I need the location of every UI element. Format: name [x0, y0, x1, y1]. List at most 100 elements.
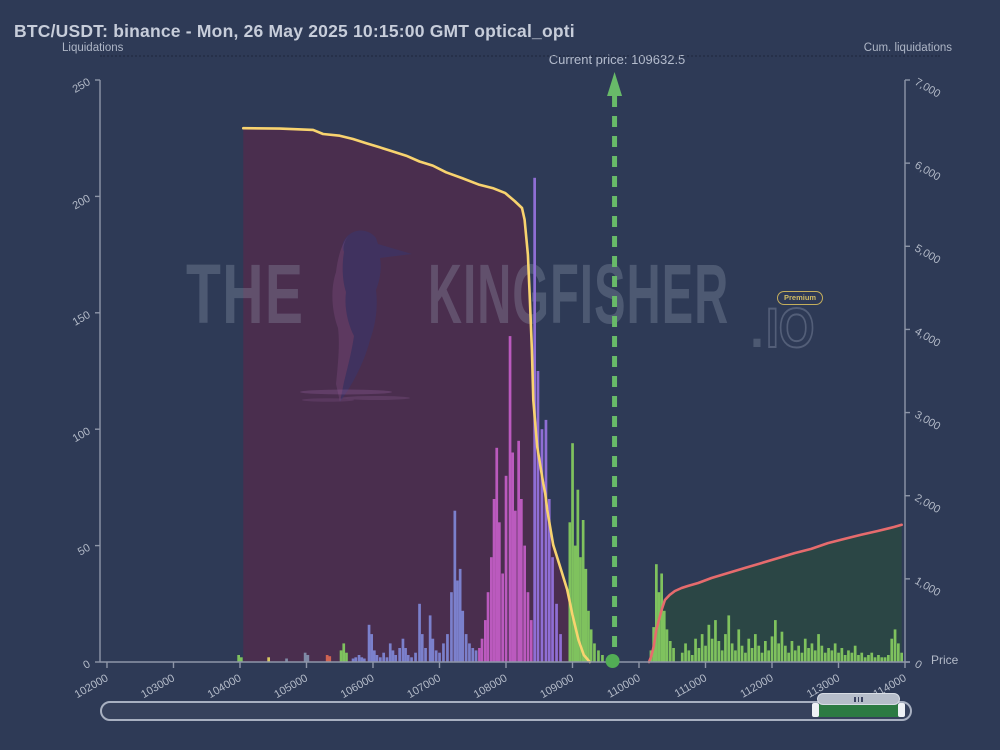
liquidation-bar	[710, 638, 714, 662]
liquidation-bar	[523, 545, 526, 662]
liquidation-bar	[410, 657, 413, 662]
navigator-drag-grip[interactable]	[817, 693, 901, 705]
liquidation-bar	[813, 650, 817, 662]
liquidation-bar	[237, 655, 240, 662]
navigator-selected-range[interactable]	[816, 704, 902, 717]
liquidation-bar	[767, 650, 770, 662]
liquidation-bar	[680, 652, 684, 662]
liquidation-bar	[867, 655, 870, 662]
liquidation-bar	[559, 634, 562, 662]
liquidation-bar	[860, 652, 864, 662]
liquidation-bar	[740, 645, 744, 662]
liquidation-bar	[830, 650, 834, 662]
liquidation-bar	[394, 655, 397, 662]
x-tick-label: 108000	[472, 672, 510, 701]
liquidation-bar	[442, 643, 445, 662]
liquidation-bar	[418, 603, 421, 662]
left-tick-label: 50	[76, 542, 93, 559]
liquidation-bar	[414, 652, 417, 662]
liquidation-bar	[328, 656, 332, 662]
liquidation-bar	[863, 657, 867, 662]
liquidation-bar	[484, 620, 487, 662]
x-tick-label: 102000	[73, 672, 111, 701]
liquidation-bar	[526, 592, 530, 662]
liquidation-bar	[757, 645, 761, 662]
liquidation-bar	[471, 648, 475, 662]
grip-icon	[861, 696, 863, 702]
x-tick-label: 104000	[206, 672, 244, 701]
liquidation-bar	[385, 657, 389, 662]
liquidation-bar	[797, 645, 800, 662]
liquidation-bar	[464, 634, 468, 662]
liquidation-bar	[461, 610, 465, 662]
liquidation-bar	[697, 648, 701, 662]
liquidation-bar	[303, 652, 307, 662]
liquidation-bar	[480, 638, 484, 662]
liquidation-bar	[342, 643, 346, 662]
arrow-up-icon	[607, 72, 623, 96]
liquidation-bar	[853, 645, 857, 662]
liquidation-bar	[468, 643, 471, 662]
liquidation-bar	[717, 641, 721, 662]
right-tick-label: 2,000	[913, 492, 943, 516]
liquidation-bar	[345, 652, 348, 662]
left-tick-label: 100	[71, 425, 93, 445]
liquidation-bar	[857, 655, 860, 662]
liquidation-bar	[363, 658, 366, 662]
liquidation-bar	[593, 643, 596, 662]
liquidation-bar	[597, 650, 600, 662]
liquidation-bar	[887, 655, 890, 662]
liquidation-bar	[325, 655, 329, 662]
liquidation-bar	[601, 655, 604, 662]
liquidation-bar	[398, 648, 401, 662]
liquidation-bar	[662, 610, 666, 662]
liquidation-bar	[544, 419, 548, 662]
x-tick-label: 107000	[405, 672, 443, 701]
liquidation-bar	[498, 522, 501, 662]
right-tick-label: 5,000	[913, 242, 943, 266]
liquidation-bar	[267, 657, 270, 662]
navigator-right-handle[interactable]	[898, 703, 906, 717]
x-tick-label: 109000	[538, 672, 576, 701]
liquidation-bar	[780, 631, 784, 662]
liquidation-bar	[367, 624, 371, 662]
navigator-left-handle[interactable]	[812, 703, 820, 717]
navigator-track[interactable]	[100, 693, 912, 721]
cumulative_liquidations_below_price-line	[242, 126, 592, 664]
liquidation-bar	[833, 643, 837, 662]
liquidation-bar	[391, 650, 395, 662]
liquidation-bar	[660, 573, 663, 662]
liquidation-bar	[584, 568, 588, 662]
liquidation-bar	[754, 634, 757, 662]
liquidation-bar	[478, 648, 481, 662]
right-tick-label: 3,000	[913, 409, 943, 433]
liquidation-bar	[501, 573, 504, 662]
premium-badge[interactable]: Premium	[777, 291, 824, 305]
liquidation-bar	[665, 629, 669, 662]
liquidation-bar	[579, 557, 582, 662]
liquidation-bar	[897, 643, 900, 662]
liquidation-bars	[237, 177, 903, 663]
liquidation-bar	[820, 645, 824, 662]
liquidation-bar	[587, 610, 590, 662]
liquidation-bar	[514, 510, 517, 662]
liquidation-bar	[517, 440, 520, 662]
liquidation-bar	[581, 520, 585, 662]
liquidation-bar	[700, 634, 704, 662]
liquidation-bar	[694, 638, 697, 662]
liquidation-bar	[458, 568, 462, 662]
liquidation-bar	[240, 657, 243, 662]
liquidation-bar	[690, 655, 694, 662]
liquidation-bar	[843, 655, 847, 662]
liquidation-bar	[774, 620, 777, 662]
x-tick-label: 106000	[339, 672, 377, 701]
liquidation-bar	[573, 545, 577, 662]
liquidation-bar	[810, 643, 814, 662]
liquidation-bar	[893, 629, 897, 662]
liquidation-bar	[456, 580, 459, 662]
liquidation-bar	[714, 620, 717, 662]
right-tick-label: 4,000	[913, 326, 943, 350]
liquidation-bar	[880, 657, 884, 662]
